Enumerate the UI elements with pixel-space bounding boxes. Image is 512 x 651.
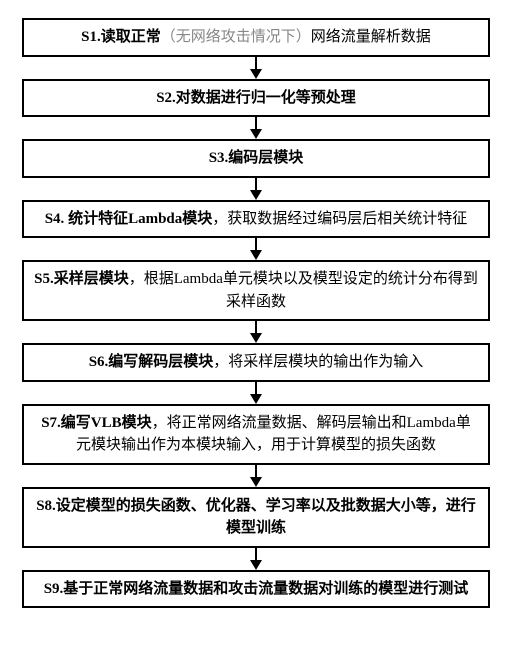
step-s9: S9.基于正常网络流量数据和攻击流量数据对训练的模型进行测试 <box>22 570 490 609</box>
step-label: S2. <box>156 90 176 106</box>
step-label: S3. <box>209 150 229 166</box>
step-plain: ，根据Lambda单元模块以及模型设定的统计分布得到采样函数 <box>129 271 478 310</box>
step-plain: ，将采样层模块的输出作为输入 <box>213 354 423 370</box>
step-bold: 编码层模块 <box>228 150 303 166</box>
arrow-icon <box>248 238 264 260</box>
step-label: S1. <box>81 29 101 45</box>
arrow-icon <box>248 57 264 79</box>
step-s6: S6.编写解码层模块，将采样层模块的输出作为输入 <box>22 343 490 382</box>
step-bold: 采样层模块 <box>54 271 129 287</box>
step-s3: S3.编码层模块 <box>22 139 490 178</box>
step-s1: S1.读取正常（无网络攻击情况下）网络流量解析数据 <box>22 18 490 57</box>
step-label: S7. <box>41 415 61 431</box>
step-bold: 设定模型的损失函数、优化器、学习率以及批数据大小等，进行模型训练 <box>56 498 476 537</box>
step-plain: ，获取数据经过编码层后相关统计特征 <box>212 211 467 227</box>
step-label: S9. <box>44 581 64 597</box>
step-s4: S4. 统计特征Lambda模块，获取数据经过编码层后相关统计特征 <box>22 200 490 239</box>
step-label: S6. <box>89 354 109 370</box>
step-label: S5. <box>34 271 54 287</box>
step-s5: S5.采样层模块，根据Lambda单元模块以及模型设定的统计分布得到采样函数 <box>22 260 490 321</box>
step-s8: S8.设定模型的损失函数、优化器、学习率以及批数据大小等，进行模型训练 <box>22 487 490 548</box>
step-label: S8. <box>36 498 56 514</box>
step-bold: 对数据进行归一化等预处理 <box>176 90 356 106</box>
step-gray: （无网络攻击情况下） <box>161 29 311 45</box>
arrow-icon <box>248 465 264 487</box>
arrow-icon <box>248 178 264 200</box>
step-label: S4. <box>45 211 68 227</box>
arrow-icon <box>248 321 264 343</box>
arrow-icon <box>248 548 264 570</box>
step-bold: 基于正常网络流量数据和攻击流量数据对训练的模型进行测试 <box>63 581 468 597</box>
step-bold: 统计特征Lambda模块 <box>68 211 212 227</box>
step-bold: 读取正常 <box>101 29 161 45</box>
arrow-icon <box>248 382 264 404</box>
step-bold: 编写VLB模块 <box>61 415 152 431</box>
arrow-icon <box>248 117 264 139</box>
step-bold: 编写解码层模块 <box>108 354 213 370</box>
step-tail: 网络流量解析数据 <box>311 29 431 45</box>
step-s2: S2.对数据进行归一化等预处理 <box>22 79 490 118</box>
step-s7: S7.编写VLB模块，将正常网络流量数据、解码层输出和Lambda单元模块输出作… <box>22 404 490 465</box>
